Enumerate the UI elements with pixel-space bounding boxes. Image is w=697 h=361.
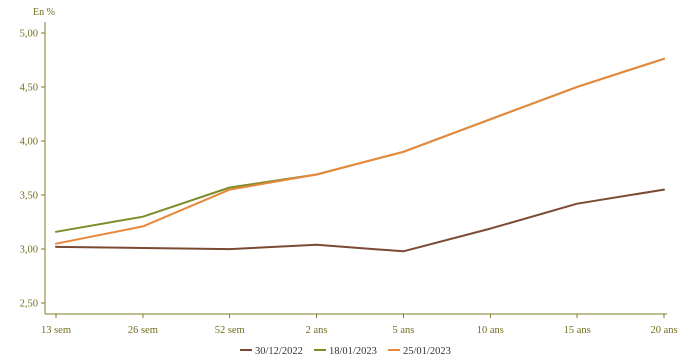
- x-tick-label: 20 ans: [650, 325, 677, 336]
- legend-label: 30/12/2022: [255, 346, 303, 357]
- y-tick-label: 4,00: [20, 136, 38, 147]
- y-tick-label: 3,50: [20, 191, 38, 202]
- x-tick-label: 2 ans: [306, 325, 328, 336]
- x-axis: 13 sem 26 sem 52 sem 2 ans 5 ans 10 ans 15 ans…: [41, 313, 678, 336]
- series-line: [55, 57, 665, 245]
- series-line: [55, 188, 665, 253]
- x-tick-label: 5 ans: [392, 325, 414, 336]
- y-tick-label: 5,00: [20, 28, 38, 39]
- y-tick-label: 4,50: [20, 82, 38, 93]
- y-tick-label: 3,00: [20, 245, 38, 256]
- legend-label: 25/01/2023: [403, 346, 451, 357]
- x-tick-label: 52 sem: [215, 325, 245, 336]
- legend-label: 18/01/2023: [329, 346, 377, 357]
- y-axis: 2,50 3,00 3,50 4,00 4,50 5,00: [20, 22, 46, 314]
- x-tick-label: 15 ans: [564, 325, 591, 336]
- x-tick-label: 13 sem: [41, 325, 71, 336]
- legend: 30/12/2022 18/01/2023 25/01/2023: [240, 346, 451, 357]
- x-tick-label: 10 ans: [477, 325, 504, 336]
- y-axis-title: En %: [33, 7, 55, 18]
- y-tick-label: 2,50: [20, 299, 38, 310]
- plot-area: [55, 57, 665, 253]
- x-tick-label: 26 sem: [128, 325, 158, 336]
